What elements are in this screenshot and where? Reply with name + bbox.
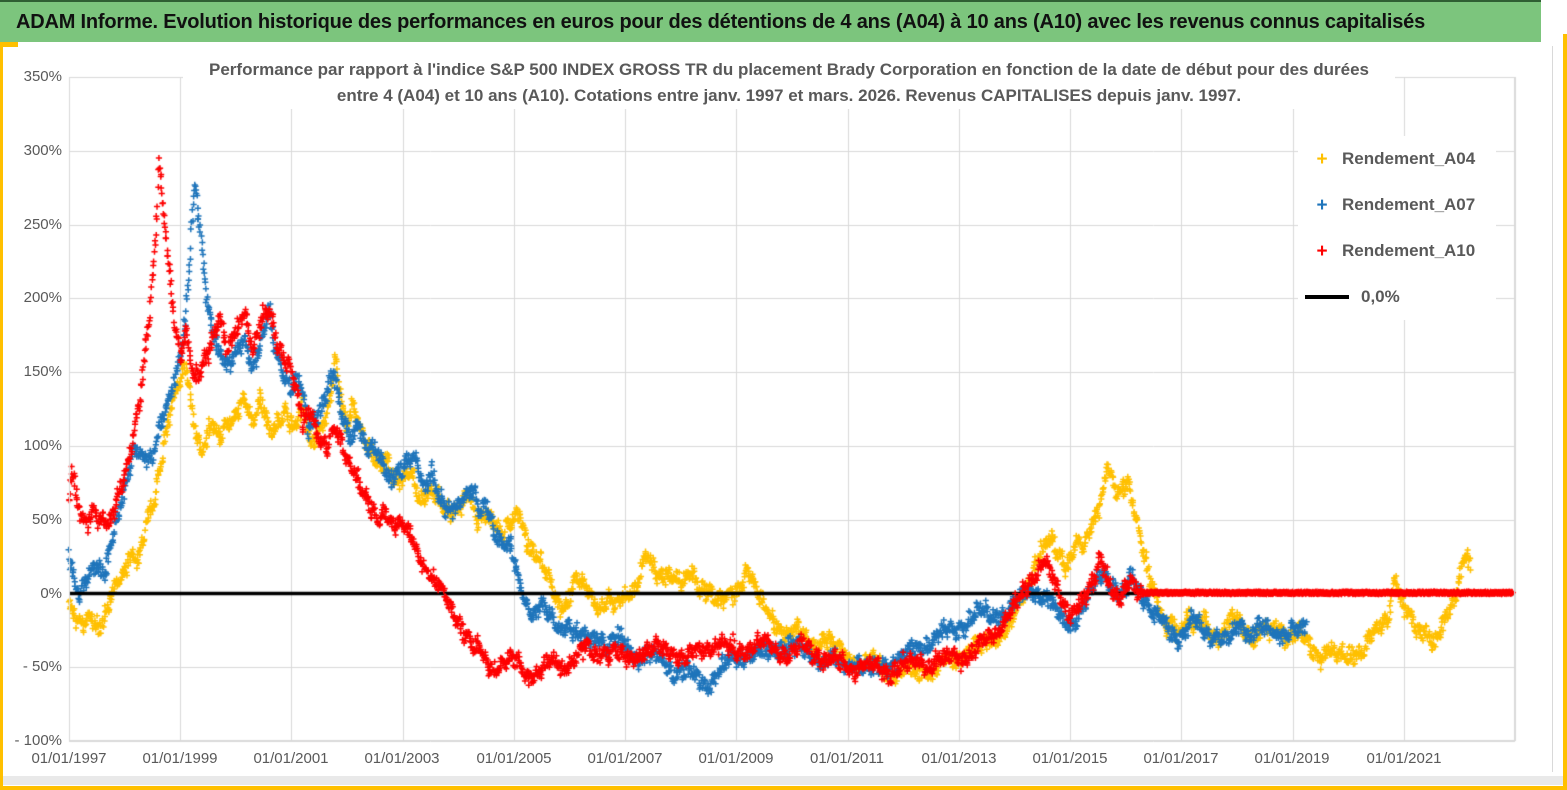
x-axis-label: 01/01/2005 xyxy=(476,750,552,767)
bottom-gray-strip xyxy=(3,776,1563,785)
legend-item-a10[interactable]: + Rendement_A10 xyxy=(1298,228,1496,274)
chart-title: Performance par rapport à l'indice S&P 5… xyxy=(183,57,1395,109)
legend-label: Rendement_A10 xyxy=(1342,241,1476,260)
plus-marker-icon: + xyxy=(1316,240,1328,262)
chart-legend: + Rendement_A04 + Rendement_A07 + Rendem… xyxy=(1298,136,1496,320)
legend-item-a07[interactable]: + Rendement_A07 xyxy=(1298,182,1496,228)
legend-label: 0,0% xyxy=(1361,287,1400,306)
x-axis-label: 01/01/2001 xyxy=(253,750,329,767)
gold-notch xyxy=(0,42,18,47)
x-axis-label: 01/01/2007 xyxy=(587,750,663,767)
x-axis-label: 01/01/2011 xyxy=(810,750,884,767)
page-border-bottom xyxy=(0,786,1567,790)
report-title: ADAM Informe. Evolution historique des p… xyxy=(16,10,1425,33)
page-border-left xyxy=(0,42,3,790)
chart-object-border xyxy=(1552,46,1553,772)
plus-marker-icon: + xyxy=(1316,148,1328,170)
legend-item-a04[interactable]: + Rendement_A04 xyxy=(1298,136,1496,182)
x-axis-label: 01/01/2019 xyxy=(1254,750,1330,767)
y-axis-label: 250% xyxy=(23,216,62,233)
y-axis-label: 150% xyxy=(23,363,62,380)
y-axis-label: - 50% xyxy=(22,658,62,675)
x-axis-label: 01/01/2013 xyxy=(921,750,997,767)
chart-title-line1: Performance par rapport à l'indice S&P 5… xyxy=(209,60,1369,79)
legend-label: Rendement_A04 xyxy=(1342,149,1476,168)
x-axis-label: 01/01/2009 xyxy=(698,750,774,767)
x-axis-label: 01/01/2003 xyxy=(364,750,440,767)
plus-marker-icon: + xyxy=(1316,194,1328,216)
y-axis-label: 200% xyxy=(23,289,62,306)
x-axis-label: 01/01/2017 xyxy=(1143,750,1219,767)
report-header: ADAM Informe. Evolution historique des p… xyxy=(0,0,1541,42)
x-axis-label: 01/01/1999 xyxy=(142,750,218,767)
y-axis-label: 0% xyxy=(40,585,62,602)
y-axis-label: 50% xyxy=(31,511,62,528)
page-border-right xyxy=(1563,34,1567,790)
y-axis-label: 100% xyxy=(23,437,62,454)
zero-line-swatch-icon xyxy=(1305,295,1349,299)
legend-item-zero-line[interactable]: 0,0% xyxy=(1298,274,1496,320)
y-axis-label: - 100% xyxy=(14,732,62,749)
legend-label: Rendement_A07 xyxy=(1342,195,1476,214)
y-axis-label: 300% xyxy=(23,142,62,159)
y-axis-label: 350% xyxy=(23,68,62,85)
x-axis-label: 01/01/1997 xyxy=(31,750,107,767)
x-axis-label: 01/01/2015 xyxy=(1032,750,1108,767)
chart-title-line2: entre 4 (A04) et 10 ans (A10). Cotations… xyxy=(336,86,1242,105)
x-axis-label: 01/01/2021 xyxy=(1366,750,1442,767)
